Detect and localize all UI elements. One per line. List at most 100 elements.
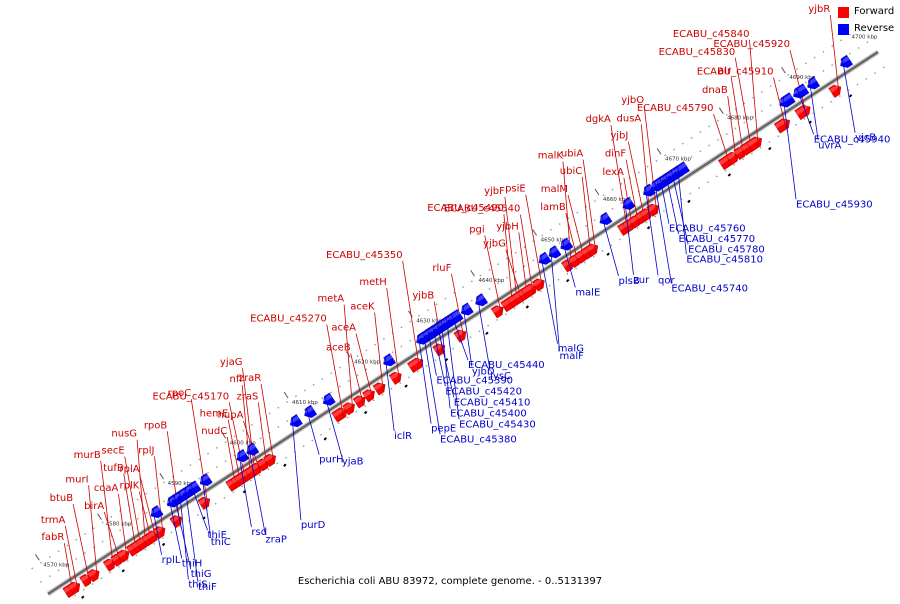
leader-line <box>581 176 592 257</box>
gene-label: ECABU_c45440 <box>468 360 545 371</box>
gene-arrow <box>447 309 464 325</box>
forward-gene <box>773 118 790 134</box>
leader-line <box>260 383 275 464</box>
leader-line <box>248 446 266 535</box>
gene-highlight <box>537 253 549 261</box>
scale-tick <box>656 148 662 155</box>
gene-highlight <box>547 246 558 255</box>
gene-highlight <box>795 105 810 115</box>
scale-label: 4660 kbp <box>603 197 629 203</box>
leader-line <box>374 312 384 392</box>
gene-label: qor <box>658 275 675 286</box>
gene-arrow <box>304 404 318 418</box>
leader-line <box>477 296 491 372</box>
scale-tick <box>97 513 102 520</box>
gene-label: birA <box>84 501 104 512</box>
leader-line <box>730 77 745 157</box>
gene-label: ECABU_c45490 <box>427 203 504 214</box>
gene-highlight <box>642 184 653 193</box>
gene-label: nusG <box>111 429 137 440</box>
feature-mark <box>646 226 651 230</box>
gene-highlight <box>778 93 793 104</box>
leader-line <box>782 97 797 200</box>
guide-row <box>31 26 862 570</box>
scale-label: 4700 kbp <box>852 34 878 40</box>
reverse-gene <box>382 353 397 367</box>
gene-highlight <box>149 506 161 515</box>
gene-label: ECABU_c45810 <box>686 254 763 265</box>
scale-tick <box>532 229 538 236</box>
backbone <box>47 50 879 596</box>
forward-gene <box>342 402 355 416</box>
gene-label: lexA <box>602 167 624 178</box>
gene-highlight <box>598 213 609 222</box>
feature-mark <box>121 569 125 573</box>
gene-label: psiE <box>505 184 526 195</box>
leader-line <box>123 473 137 554</box>
gene-arrow <box>188 480 202 494</box>
gene-label: ECABU_c45790 <box>637 103 714 114</box>
gene-label: zur <box>633 275 650 286</box>
gene-label: metA <box>317 293 344 304</box>
gene-highlight <box>672 162 687 173</box>
leader-line <box>88 485 98 579</box>
feature-mark <box>566 278 570 283</box>
gene-label: rplJ <box>138 445 154 456</box>
feature-mark <box>727 173 732 177</box>
gene-label: pepE <box>431 424 456 435</box>
gene-label: dnaB <box>702 85 728 96</box>
gene-label: fabR <box>41 532 64 543</box>
leader-line <box>241 385 252 479</box>
forward-gene <box>102 558 116 572</box>
gene-highlight <box>746 136 761 147</box>
reverse-swatch <box>838 24 849 35</box>
gene-label: purD <box>301 520 326 531</box>
reverse-gene <box>621 196 636 210</box>
gene-label: thiH <box>182 558 203 569</box>
gene-highlight <box>640 208 651 217</box>
gene-arrow <box>290 414 303 428</box>
reverse-gene <box>187 480 202 494</box>
leader-line <box>124 456 142 550</box>
gene-label: dusA <box>617 113 642 124</box>
gene-highlight <box>322 394 333 402</box>
leader-line <box>677 166 687 255</box>
leader-line <box>64 525 79 592</box>
gene-label: ECABU_c45940 <box>814 134 891 145</box>
forward-gene <box>372 382 386 396</box>
leader-line <box>136 439 147 547</box>
gene-highlight <box>726 152 738 160</box>
scale-tick <box>159 472 165 480</box>
gene-highlight <box>187 481 198 490</box>
scale-tick <box>594 188 600 196</box>
gene-highlight <box>117 549 128 558</box>
scale-label: 4570 kbp <box>43 562 69 568</box>
gene-label: yjbD <box>472 366 495 377</box>
gene-label: yjcB <box>855 133 876 144</box>
feature-mark <box>768 146 772 151</box>
gene-label: ECABU_c45770 <box>679 234 756 245</box>
gene-arrow <box>599 211 613 225</box>
gene-label: ECABU_c45430 <box>459 419 536 430</box>
gene-label: ECABU_c45780 <box>688 244 765 255</box>
scale-tick <box>35 554 40 561</box>
gene-highlight <box>532 278 544 287</box>
leader-line <box>829 14 840 95</box>
gene-label: zraS <box>236 391 258 402</box>
gene-label: aceB <box>326 343 351 354</box>
leader-line <box>385 356 395 432</box>
gene-arrow <box>793 83 810 99</box>
scale-tick <box>781 66 786 74</box>
gene-label: ubiC <box>560 166 582 177</box>
leader-line <box>184 487 199 583</box>
gene-label: malG <box>558 344 584 355</box>
feature-mark <box>687 199 691 204</box>
leader-line <box>550 248 560 352</box>
gene-highlight <box>446 310 461 321</box>
leader-line <box>306 408 320 455</box>
leader-line <box>789 49 808 116</box>
gene-arrow <box>322 392 336 406</box>
forward-gene <box>794 104 811 121</box>
gene-label: alr <box>718 66 732 77</box>
